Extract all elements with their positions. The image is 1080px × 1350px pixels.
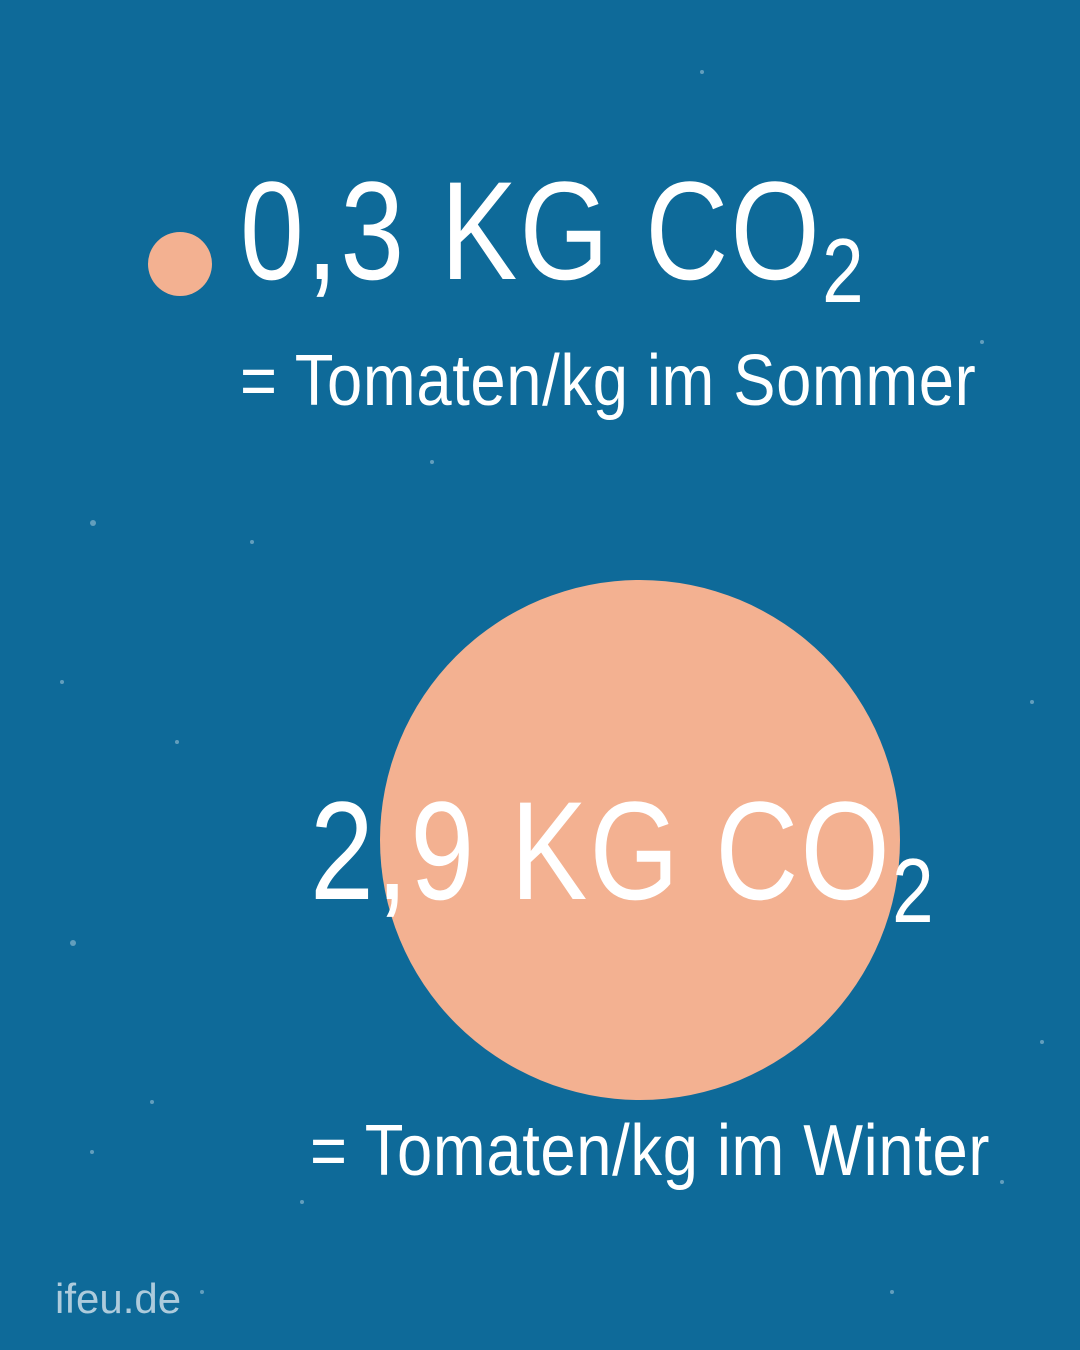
speckle [175, 740, 179, 744]
headline-summer: 0,3 KG CO2 [240, 150, 866, 312]
infographic-canvas: 0,3 KG CO2= Tomaten/kg im Sommer2,9 KG C… [0, 0, 1080, 1350]
speckle [60, 680, 64, 684]
value-circle-summer [148, 232, 212, 296]
speckle [300, 1200, 304, 1204]
subline-winter: = Tomaten/kg im Winter [310, 1110, 990, 1192]
headline-subscript: 2 [892, 841, 936, 942]
headline-winter: 2,9 KG CO2 [310, 770, 936, 932]
headline-prefix: 2,9 KG CO [310, 772, 892, 929]
subline-summer: = Tomaten/kg im Sommer [240, 340, 976, 422]
speckle [700, 70, 704, 74]
source-label: ifeu.de [55, 1275, 181, 1323]
speckle [430, 460, 434, 464]
speckle [980, 340, 984, 344]
speckle [250, 540, 254, 544]
speckle [890, 1290, 894, 1294]
speckle [1030, 700, 1034, 704]
speckle [90, 520, 96, 526]
speckle [200, 1290, 204, 1294]
speckle [150, 1100, 154, 1104]
headline-subscript: 2 [822, 221, 866, 322]
speckle [70, 940, 76, 946]
headline-prefix: 0,3 KG CO [240, 152, 822, 309]
speckle [1000, 1180, 1004, 1184]
speckle [1040, 1040, 1044, 1044]
speckle [90, 1150, 94, 1154]
